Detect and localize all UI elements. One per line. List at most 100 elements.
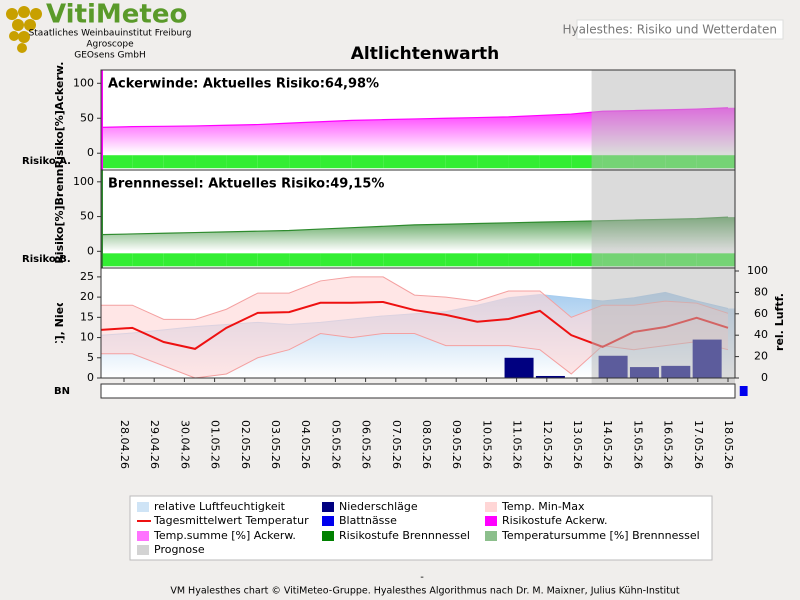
legend-swatch <box>322 516 334 526</box>
logo-icon <box>6 6 42 53</box>
risk-level <box>477 155 509 169</box>
risk-level <box>445 253 478 267</box>
x-tick-label: 08.05.26 <box>420 420 433 469</box>
y2-tick-label: 60 <box>754 307 768 320</box>
y-tick-label: 0 <box>87 371 94 384</box>
y-axis-label: Risiko[%]Ackerw. <box>53 62 66 169</box>
x-tick-label: 04.05.26 <box>299 420 312 469</box>
y-tick-label: 100 <box>73 76 94 89</box>
risk-level <box>132 155 164 169</box>
legend-label: Temperatursumme [%] Brennnessel <box>501 529 700 542</box>
x-tick-label: 06.05.26 <box>360 420 373 469</box>
y-tick-label: 5 <box>87 351 94 364</box>
row-label: Risiko A. <box>22 156 71 167</box>
legend-swatch <box>322 502 334 512</box>
risk-level <box>383 253 415 267</box>
risk-level <box>257 155 290 169</box>
plot-frame <box>100 69 736 379</box>
legend-swatch <box>485 531 497 541</box>
x-tick-label: 15.05.26 <box>631 420 644 469</box>
legend-label: Temp.summe [%] Ackerw. <box>153 529 296 542</box>
y2-tick-label: 20 <box>754 350 768 363</box>
risk-level <box>383 155 415 169</box>
x-tick-label: 28.04.26 <box>118 420 131 469</box>
y-tick-label: 15 <box>80 310 94 323</box>
legend-swatch <box>137 502 149 512</box>
risk-level <box>226 253 258 267</box>
y-tick-label: 20 <box>80 290 94 303</box>
risk-level <box>226 155 258 169</box>
x-tick-label: 17.05.26 <box>692 420 705 469</box>
logo-line: Agroscope <box>86 40 134 50</box>
risk-level <box>508 155 540 169</box>
footer-credit: VM Hyalesthes chart © VitiMeteo-Gruppe. … <box>170 586 680 597</box>
risk-level <box>539 155 572 169</box>
y-tick-label: 50 <box>80 111 94 124</box>
y-tick-label: 50 <box>80 210 94 223</box>
badge-box <box>576 19 784 40</box>
legend-label: relative Luftfeuchtigkeit <box>154 500 286 513</box>
x-tick-label: 03.05.26 <box>269 420 282 469</box>
y-tick-label: 0 <box>87 244 94 257</box>
legend-box <box>129 495 713 561</box>
risk-level <box>539 253 572 267</box>
x-tick-label: 01.05.26 <box>209 420 222 469</box>
x-tick-label: 16.05.26 <box>662 420 675 469</box>
risk-level <box>257 253 290 267</box>
logo-line: Staatliches Weinbauinstitut Freiburg <box>29 29 192 39</box>
legend-swatch <box>485 502 497 512</box>
risk-level <box>289 155 321 169</box>
y-tick-label: 10 <box>80 331 94 344</box>
x-tick-label: 18.05.26 <box>722 420 735 469</box>
panel-title: Ackerwinde: Aktuelles Risiko:64,98% <box>108 77 379 92</box>
bn-row <box>100 383 736 399</box>
panel-title: Brennnessel: Aktuelles Risiko:49,15% <box>108 177 384 192</box>
legend-label: Prognose <box>154 543 205 556</box>
footer-dash: - <box>420 572 424 583</box>
risk-area-fill <box>101 217 735 252</box>
legend-label: Temp. Min-Max <box>501 500 585 513</box>
risk-level <box>195 253 227 267</box>
row-label: Risiko B. <box>22 254 71 265</box>
y2-tick-label: 80 <box>754 285 768 298</box>
precipitation-bar <box>535 375 565 378</box>
risk-level <box>320 155 352 169</box>
x-tick-label: 29.04.26 <box>148 420 161 469</box>
x-tick-label: 10.05.26 <box>480 420 493 469</box>
logo-line: GEOsens GmbH <box>74 51 145 61</box>
x-tick-label: 30.04.26 <box>178 420 191 469</box>
chart-title: Altlichtenwarth <box>351 44 500 64</box>
y-tick-label: 100 <box>73 175 94 188</box>
y-axis-label: Risiko[%]Brenn. <box>53 164 66 263</box>
x-tick-label: 09.05.26 <box>450 420 463 469</box>
y2-tick-label: 100 <box>747 264 768 277</box>
x-tick-label: 14.05.26 <box>601 420 614 469</box>
legend-swatch <box>485 516 497 526</box>
y2-tick-label: 40 <box>754 328 768 341</box>
risk-level <box>351 155 384 169</box>
risk-level <box>163 155 196 169</box>
risk-level <box>477 253 509 267</box>
legend-swatch <box>322 531 334 541</box>
legend-label: Tagesmittelwert Temperatur <box>153 514 309 527</box>
risk-level <box>351 253 384 267</box>
legend-label: Niederschläge <box>339 500 418 513</box>
risk-level <box>414 253 446 267</box>
y-tick-label: 25 <box>80 270 94 283</box>
x-tick-label: 02.05.26 <box>239 420 252 469</box>
risk-level <box>132 253 164 267</box>
risk-area-fill <box>101 107 735 154</box>
legend-swatch <box>137 545 149 555</box>
x-tick-label: 05.05.26 <box>329 420 342 469</box>
risk-level <box>414 155 446 169</box>
legend-label: Risikostufe Brennnessel <box>339 529 470 542</box>
y2-tick-label: 0 <box>761 371 768 384</box>
logo-title: VitiMeteo <box>46 0 187 30</box>
badge: Hyalesthes: Risiko und Wetterdaten <box>562 23 777 37</box>
y2-axis-label: rel. Luftf. <box>773 293 786 351</box>
precipitation-bar <box>504 357 534 378</box>
x-tick-label: 11.05.26 <box>511 420 524 469</box>
risk-level <box>163 253 196 267</box>
